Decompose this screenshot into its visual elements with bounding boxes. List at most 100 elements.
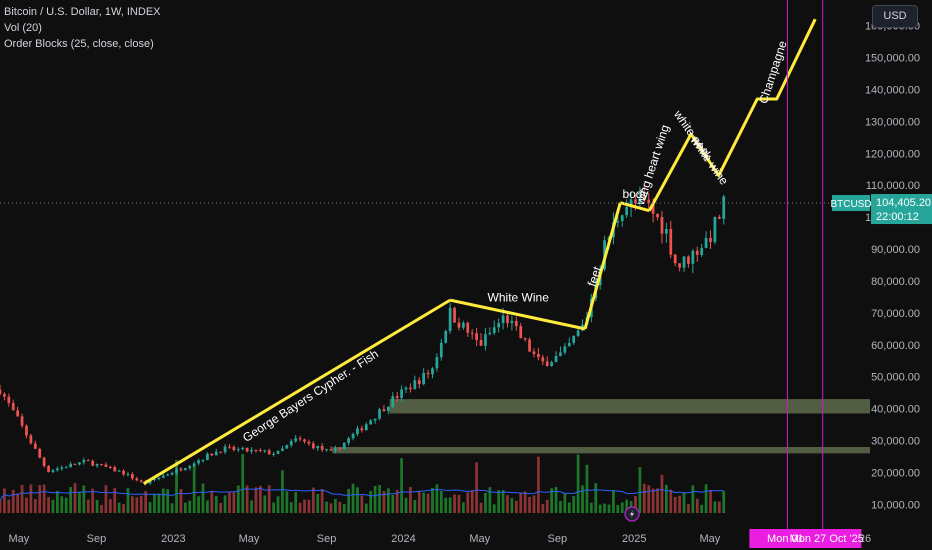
candle [201, 459, 205, 461]
date-tag-start: Mon 01 [767, 533, 804, 545]
y-tick-label: 40,000.00 [871, 404, 920, 416]
candle [38, 448, 42, 458]
candle [51, 470, 55, 472]
candle [717, 216, 721, 219]
volume-bar [417, 491, 421, 513]
candle [236, 449, 240, 451]
date-tag-end: Mon 27 Oct '25 [790, 533, 864, 545]
candle [42, 457, 46, 467]
volume-bar [329, 503, 333, 513]
candle [360, 428, 364, 431]
volume-bar [607, 504, 611, 513]
volume-bar [285, 491, 289, 513]
volume-bar [153, 494, 156, 513]
candle [673, 254, 677, 264]
volume-bar [157, 493, 161, 513]
volume-bar [356, 487, 359, 513]
candle [417, 380, 421, 385]
pattern-annotation: body [622, 187, 648, 201]
volume-bar [612, 489, 615, 513]
candle [475, 333, 478, 340]
candle [550, 362, 553, 367]
candle [620, 215, 624, 222]
volume-bar [713, 501, 717, 513]
pattern-line[interactable] [619, 201, 650, 213]
volume-bar [148, 502, 152, 513]
x-tick-label: May [239, 533, 260, 545]
volume-bar [695, 498, 699, 513]
volume-bar [104, 485, 108, 513]
candle [342, 442, 346, 450]
volume-bar [197, 496, 200, 513]
candle [64, 467, 68, 469]
volume-bar [69, 486, 72, 513]
candle [470, 332, 474, 334]
currency-button[interactable]: USD [872, 5, 918, 28]
order-block-zone[interactable] [389, 399, 870, 414]
candle [276, 450, 280, 454]
candle [700, 247, 704, 255]
volume-bar [228, 492, 231, 513]
candle [497, 323, 501, 328]
x-tick-label: Sep [317, 533, 337, 545]
candle [11, 402, 15, 411]
candle [554, 355, 558, 363]
candle [386, 406, 390, 412]
volume-bar [316, 493, 320, 513]
volume-indicator-label[interactable]: Vol (20) [4, 22, 42, 34]
candle [501, 315, 505, 324]
volume-bar [78, 491, 81, 513]
candle [254, 449, 258, 451]
order-block-zone[interactable] [332, 446, 870, 454]
pattern-annotation: Champagne [756, 39, 790, 106]
volume-bar [669, 489, 673, 513]
candle [192, 463, 196, 467]
volume-bar [585, 464, 589, 513]
candle [86, 459, 90, 461]
pattern-line[interactable] [142, 298, 451, 485]
volume-bar [360, 495, 364, 513]
y-tick-label: 150,000.00 [865, 52, 920, 64]
x-tick-label: May [9, 533, 30, 545]
pattern-line[interactable] [583, 202, 622, 330]
volume-bar [135, 497, 139, 513]
volume-bar [42, 484, 46, 513]
candle [78, 462, 81, 465]
candle [272, 453, 275, 455]
pattern-annotation: White Wine [488, 291, 550, 305]
volume-bar [0, 500, 2, 513]
candle [514, 320, 518, 327]
candle [391, 396, 395, 407]
volume-bar [144, 491, 147, 513]
volume-bar [29, 484, 33, 513]
pattern-annotation: white wine [687, 133, 731, 188]
pattern-line[interactable] [647, 18, 817, 212]
volume-bar [413, 499, 417, 513]
order-blocks-indicator-label[interactable]: Order Blocks (25, close, close) [4, 38, 154, 50]
volume-bar [241, 453, 245, 513]
candle [281, 448, 284, 451]
candle [395, 396, 399, 398]
candle [545, 361, 549, 367]
candle [338, 448, 342, 450]
volume-bar [563, 493, 567, 513]
volume-bar [175, 460, 178, 513]
volume-bar [223, 495, 227, 513]
pattern-line[interactable] [449, 298, 586, 331]
candle [219, 451, 223, 453]
candle [197, 460, 200, 464]
candle [373, 418, 377, 421]
candle [647, 199, 651, 204]
volume-bar [422, 492, 426, 513]
candle [462, 322, 465, 328]
volume-bar [448, 497, 452, 513]
candle [289, 441, 293, 446]
x-tick-label: 2023 [161, 533, 185, 545]
volume-bar [660, 474, 664, 513]
candle [117, 470, 121, 472]
candle [175, 468, 178, 473]
chart-title: Bitcoin / U.S. Dollar, 1W, INDEX [4, 6, 161, 18]
candle [506, 315, 509, 324]
volume-bar [678, 495, 681, 513]
